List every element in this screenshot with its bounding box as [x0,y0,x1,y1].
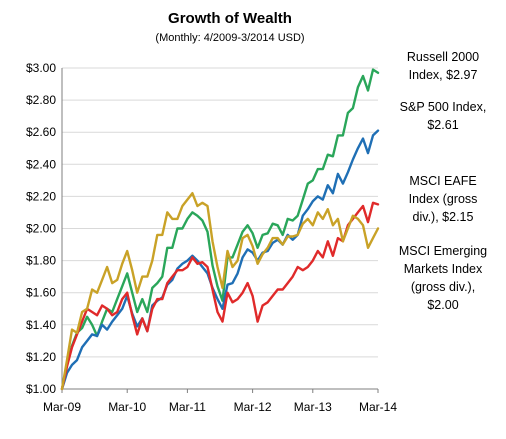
series-line [60,191,380,391]
chart-title: Growth of Wealth [168,10,292,27]
series-label: MSCI EAFE Index (gross div.), $2.15 [409,174,478,224]
series-line [60,68,380,391]
series-line [60,129,380,391]
y-tick-label: $3.00 [26,61,56,75]
x-tick-label: Mar-13 [294,400,332,414]
series-label: MSCI Emerging Markets Index (gross div.), $… [399,244,487,312]
x-tick-label: Mar-14 [359,400,397,414]
series-label: Russell 2000 Index, $2.97 [407,50,479,82]
y-tick-label: $1.00 [26,382,56,396]
x-tick-label: Mar-10 [108,400,146,414]
series-label: S&P 500 Index, $2.61 [400,100,487,132]
y-tick-label: $1.60 [26,286,56,300]
gridlines [62,67,378,358]
series-lines [60,68,380,391]
y-axis-tick-labels: $1.00 $1.20 $1.40 $1.60 $1.80 $2.00 $2.20 $2.40… [26,61,56,396]
x-axis-tick-labels: Mar-09 Mar-10 Mar-11 Mar-12 Mar-13 Mar-14 [43,400,397,414]
x-tick-label: Mar-11 [169,400,206,414]
y-tick-label: $2.40 [26,157,56,171]
series-line [60,201,380,391]
series-labels: Russell 2000 Index, $2.97 S&P 500 Index, $2… [399,50,487,312]
x-tick-label: Mar-09 [43,400,81,414]
y-tick-label: $2.00 [26,222,56,236]
chart-subtitle: (Monthly: 4/2009-3/2014 USD) [155,32,304,44]
y-tick-label: $2.80 [26,93,56,107]
y-tick-label: $1.40 [26,318,56,332]
y-tick-label: $1.20 [26,350,56,364]
x-tick-label: Mar-12 [234,400,272,414]
y-tick-label: $2.60 [26,125,56,139]
y-tick-label: $2.20 [26,189,56,203]
axes [61,68,379,393]
y-tick-label: $1.80 [26,254,56,268]
